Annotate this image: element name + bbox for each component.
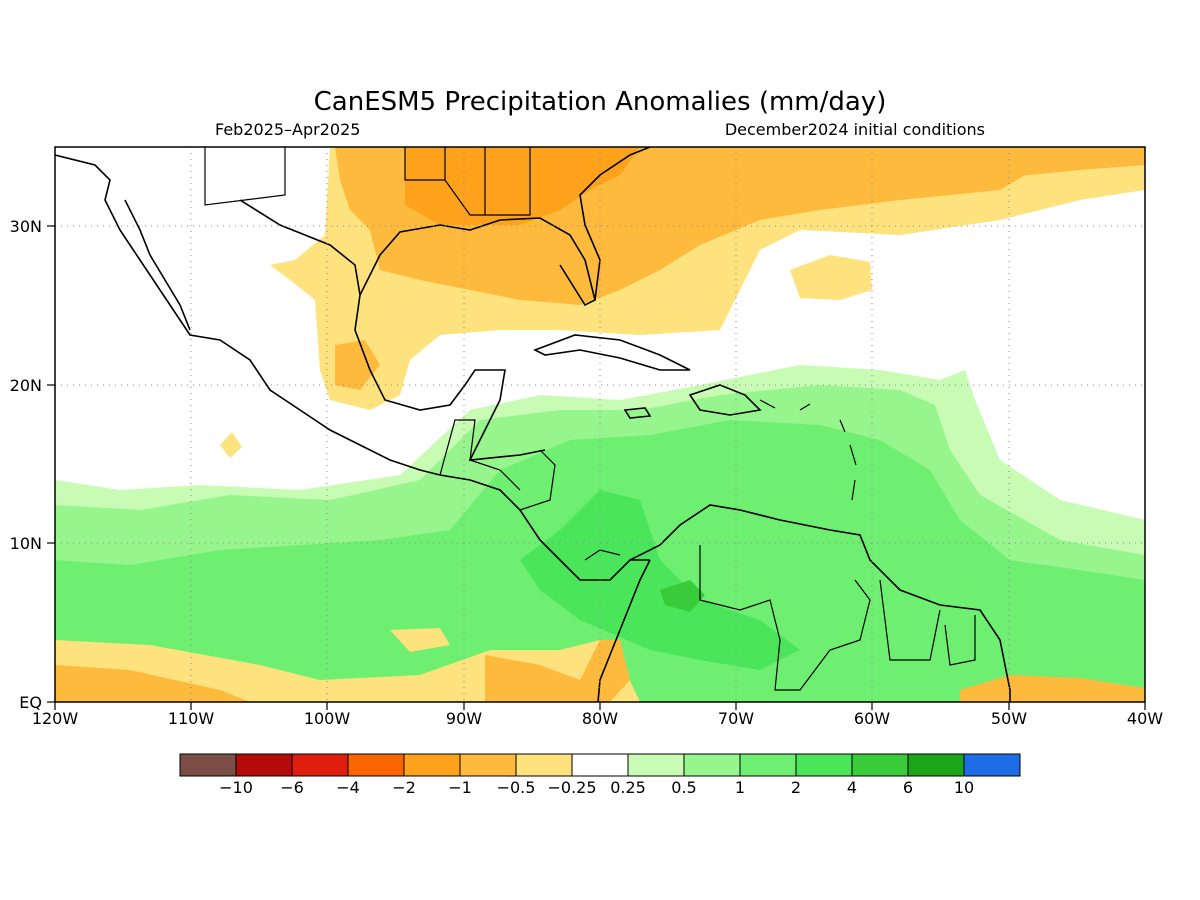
- caribbean-islands: [759, 399, 857, 501]
- coastline-us-atlantic: [579, 147, 651, 301]
- lat-label: 30N: [10, 217, 42, 236]
- island-hispaniola: [688, 384, 762, 416]
- border-south-america-interior: [699, 545, 976, 691]
- legend-label: −0.5: [497, 778, 536, 797]
- legend-swatch: [235, 753, 293, 777]
- dry-region-se: [960, 675, 1145, 702]
- lon-label: 50W: [991, 709, 1027, 728]
- legend-swatch: [515, 753, 573, 777]
- legend-swatch: [403, 753, 461, 777]
- legend-swatch: [963, 753, 1021, 777]
- legend-swatch: [347, 753, 405, 777]
- dry-region-south-mid: [55, 665, 250, 702]
- forecast-period: Feb2025–Apr2025: [215, 120, 360, 139]
- lon-label: 90W: [446, 709, 482, 728]
- graticule: [55, 147, 1145, 702]
- dry-blob-mexico-coast: [335, 340, 380, 390]
- legend-swatch: [851, 753, 909, 777]
- legend-label: −6: [280, 778, 304, 797]
- island-cuba: [533, 334, 691, 371]
- legend-label: 10: [954, 778, 974, 797]
- map-plot-area: [55, 147, 1145, 702]
- legend-swatch: [627, 753, 685, 777]
- wet-region-max: [660, 580, 705, 612]
- axis-ticks: [47, 225, 1146, 710]
- color-legend-labels: −10 −6 −4 −2 −1 −0.5 −0.25 0.25 0.5 1 2 …: [219, 778, 974, 797]
- lon-label: 40W: [1127, 709, 1163, 728]
- legend-label: 4: [847, 778, 857, 797]
- legend-swatch: [739, 753, 797, 777]
- initial-conditions: December2024 initial conditions: [725, 120, 985, 139]
- map-title: CanESM5 Precipitation Anomalies (mm/day): [314, 87, 887, 117]
- lat-label: 10N: [10, 534, 42, 553]
- lon-label: 60W: [854, 709, 890, 728]
- color-legend: [179, 753, 1021, 777]
- coastline-mexico-pacific: [55, 154, 650, 581]
- coastline-us-gulf: [359, 217, 596, 307]
- legend-label: 2: [791, 778, 801, 797]
- legend-swatch: [571, 753, 629, 777]
- latitude-labels: EQ 10N 20N 30N: [10, 217, 42, 712]
- lon-label: 110W: [168, 709, 215, 728]
- legend-label: 6: [903, 778, 913, 797]
- wet-region-peak: [520, 490, 800, 670]
- lon-label: 100W: [304, 709, 351, 728]
- lon-label: 80W: [582, 709, 618, 728]
- state-borders: [204, 147, 531, 216]
- legend-label: 0.25: [610, 778, 646, 797]
- central-america-borders: [439, 419, 621, 561]
- coastline-gulf-mexico: [239, 199, 546, 461]
- legend-swatch: [459, 753, 517, 777]
- legend-swatch: [683, 753, 741, 777]
- legend-label: −1: [448, 778, 472, 797]
- dry-region-south-mid-2: [485, 640, 630, 702]
- legend-label: 1: [735, 778, 745, 797]
- dry-blob-pacific: [220, 432, 242, 458]
- lat-label: 20N: [10, 376, 42, 395]
- legend-swatch: [907, 753, 965, 777]
- legend-label: −4: [336, 778, 360, 797]
- legend-label: −10: [219, 778, 253, 797]
- legend-label: 0.5: [671, 778, 696, 797]
- legend-label: −2: [392, 778, 416, 797]
- dry-blob-equatorial: [390, 628, 450, 652]
- land-outlines: [55, 147, 1011, 702]
- coastline-pacific-sa: [597, 559, 651, 702]
- lon-label: 120W: [32, 709, 79, 728]
- legend-swatch: [795, 753, 853, 777]
- dry-region-mid-ne: [940, 147, 1145, 178]
- legend-label: −0.25: [547, 778, 596, 797]
- coastline-baja: [124, 199, 191, 331]
- island-jamaica: [623, 407, 652, 419]
- lon-label: 70W: [718, 709, 754, 728]
- dry-region-light-east: [790, 255, 872, 300]
- lat-label: EQ: [19, 693, 42, 712]
- coastline-south-america: [629, 504, 1011, 702]
- legend-swatch: [291, 753, 349, 777]
- longitude-labels: 120W 110W 100W 90W 80W 70W 60W 50W 40W: [32, 709, 1163, 728]
- legend-swatch: [179, 753, 237, 777]
